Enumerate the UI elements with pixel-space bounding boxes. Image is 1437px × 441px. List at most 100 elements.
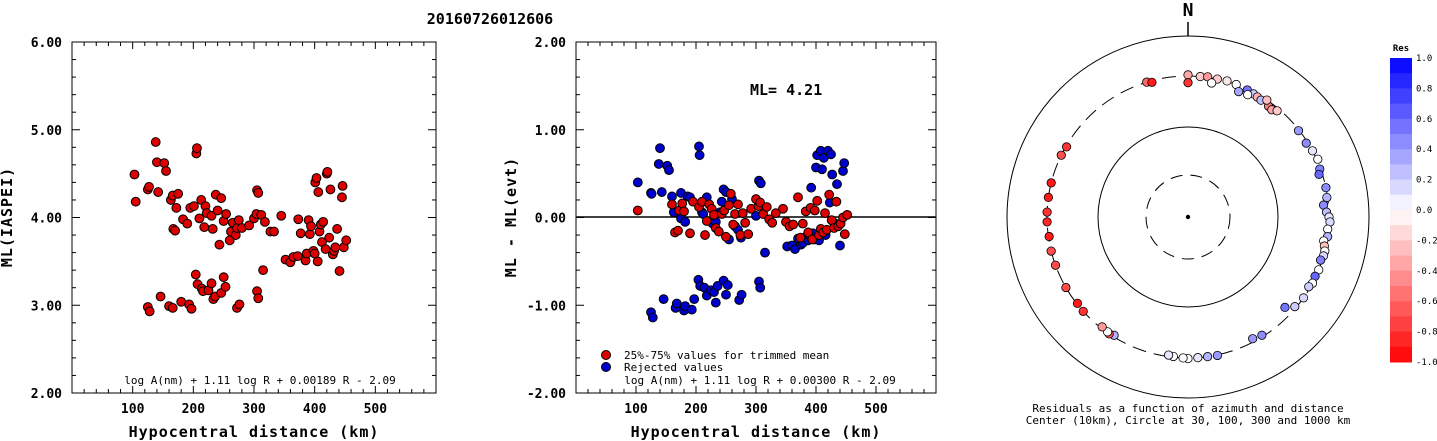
data-point <box>144 181 154 192</box>
residual-point <box>1313 154 1323 164</box>
data-point <box>318 216 329 227</box>
residual-point <box>1272 106 1282 116</box>
legend-accepted-label: 25%-75% values for trimmed mean <box>624 349 829 362</box>
rejected-point <box>736 289 747 300</box>
trimmed-mean-point <box>778 203 788 214</box>
residual-point <box>1262 95 1272 105</box>
data-point <box>159 158 170 168</box>
trimmed-mean-point <box>803 227 814 238</box>
data-point <box>194 213 205 224</box>
residual-point <box>1097 322 1107 332</box>
rejected-point <box>694 150 705 161</box>
data-point <box>306 221 316 232</box>
data-point <box>186 303 197 314</box>
left-axis-ticks: 100 200 300 400 500 2.00 3.00 4.00 5.00 6.00 <box>31 36 436 417</box>
left-magnitude-panel: 100 200 300 400 500 2.00 3.00 4.00 5.00 6.00 log … <box>0 36 437 441</box>
residual-point <box>1212 350 1223 361</box>
trimmed-mean-point <box>788 219 799 230</box>
colorbar-tick-label: 0.2 <box>1416 176 1432 186</box>
rejected-point <box>656 187 667 197</box>
colorbar-cell <box>1390 73 1412 89</box>
residual-point <box>1046 246 1056 256</box>
colorbar-cells <box>1390 58 1412 363</box>
data-point <box>170 225 181 236</box>
colorbar-tick-label: -0.2 <box>1416 236 1437 246</box>
right-formula: log A(nm) + 1.11 log R + 0.00300 R - 2.0… <box>624 374 896 387</box>
data-point <box>332 224 343 234</box>
legend-rejected-label: Rejected values <box>624 361 723 374</box>
trimmed-mean-point <box>743 229 754 240</box>
rejected-point <box>760 247 770 258</box>
data-point <box>292 251 303 262</box>
trimmed-mean-point <box>761 202 772 212</box>
data-point <box>337 192 347 203</box>
trimmed-mean-point <box>725 188 736 199</box>
trimmed-mean-point <box>793 192 803 203</box>
residual-point <box>1293 126 1304 136</box>
rejected-point <box>671 298 682 309</box>
trimmed-mean-point <box>820 208 830 219</box>
residual-point <box>1290 302 1300 312</box>
rejected-point <box>680 216 691 227</box>
trimmed-mean-point <box>824 189 835 200</box>
data-point <box>153 187 164 197</box>
epicenter-marker <box>1185 214 1191 220</box>
residual-point <box>1061 282 1071 293</box>
rejected-point <box>832 179 842 190</box>
colorbar-tick-label: -0.4 <box>1416 267 1437 277</box>
rejected-point <box>694 141 704 152</box>
rejected-point <box>722 280 733 290</box>
trimmed-mean-point <box>733 199 743 210</box>
residual-point <box>1322 192 1332 203</box>
trimmed-mean-point <box>795 232 806 243</box>
residual-point <box>1042 217 1052 227</box>
residual-point <box>1183 70 1193 80</box>
y-tick-label: 6.00 <box>31 36 62 51</box>
rejected-point <box>839 158 850 168</box>
residual-point <box>1301 138 1311 148</box>
data-point <box>150 137 161 147</box>
y-tick-label: 5.00 <box>31 124 62 139</box>
trimmed-mean-point <box>685 228 695 239</box>
colorbar-cell <box>1390 270 1412 287</box>
x-tick-label: 400 <box>804 402 828 417</box>
data-point <box>341 235 352 246</box>
residual-point <box>1183 78 1193 88</box>
trimmed-mean-point <box>737 208 748 219</box>
colorbar-tick-label: -0.6 <box>1416 297 1437 307</box>
colorbar-cell <box>1390 149 1412 165</box>
data-point <box>322 166 333 177</box>
colorbar-cell <box>1390 179 1412 196</box>
rejected-point <box>806 182 817 193</box>
data-point <box>155 291 166 302</box>
y-tick-label: -2.00 <box>527 387 566 402</box>
data-point <box>269 226 279 237</box>
trimmed-mean-point <box>755 197 766 208</box>
rejected-point <box>646 188 657 199</box>
rejected-point <box>653 159 664 169</box>
residual-point <box>1321 183 1331 193</box>
y-tick-label: 1.00 <box>535 124 566 139</box>
colorbar-tick-label: 0.6 <box>1416 115 1432 125</box>
residual-point <box>1207 78 1217 88</box>
data-point <box>144 306 155 317</box>
residual-point <box>1304 282 1314 292</box>
rejected-point <box>710 297 721 308</box>
data-point <box>220 281 231 292</box>
data-point <box>167 302 178 313</box>
trimmed-mean-point <box>809 205 820 216</box>
circle-100km <box>1097 126 1279 308</box>
data-point <box>189 201 199 211</box>
trimmed-mean-point <box>770 208 781 219</box>
data-point <box>311 173 322 183</box>
y-tick-label: 0.00 <box>535 212 566 227</box>
residual-point <box>1307 146 1318 156</box>
trimmed-mean-point <box>842 209 853 220</box>
x-tick-label: 100 <box>121 402 145 417</box>
colorbar-cell <box>1390 286 1412 302</box>
residual-point <box>1193 353 1203 363</box>
rejected-point <box>827 169 838 180</box>
data-point <box>253 293 264 304</box>
colorbar-tick-label: 0.0 <box>1416 206 1432 216</box>
residual-colorbar: Res 1.0 0.8 0.6 0.4 0.2 0.0 -0.2 -0.4 -0.6 -0.8 -1… <box>1390 44 1437 368</box>
